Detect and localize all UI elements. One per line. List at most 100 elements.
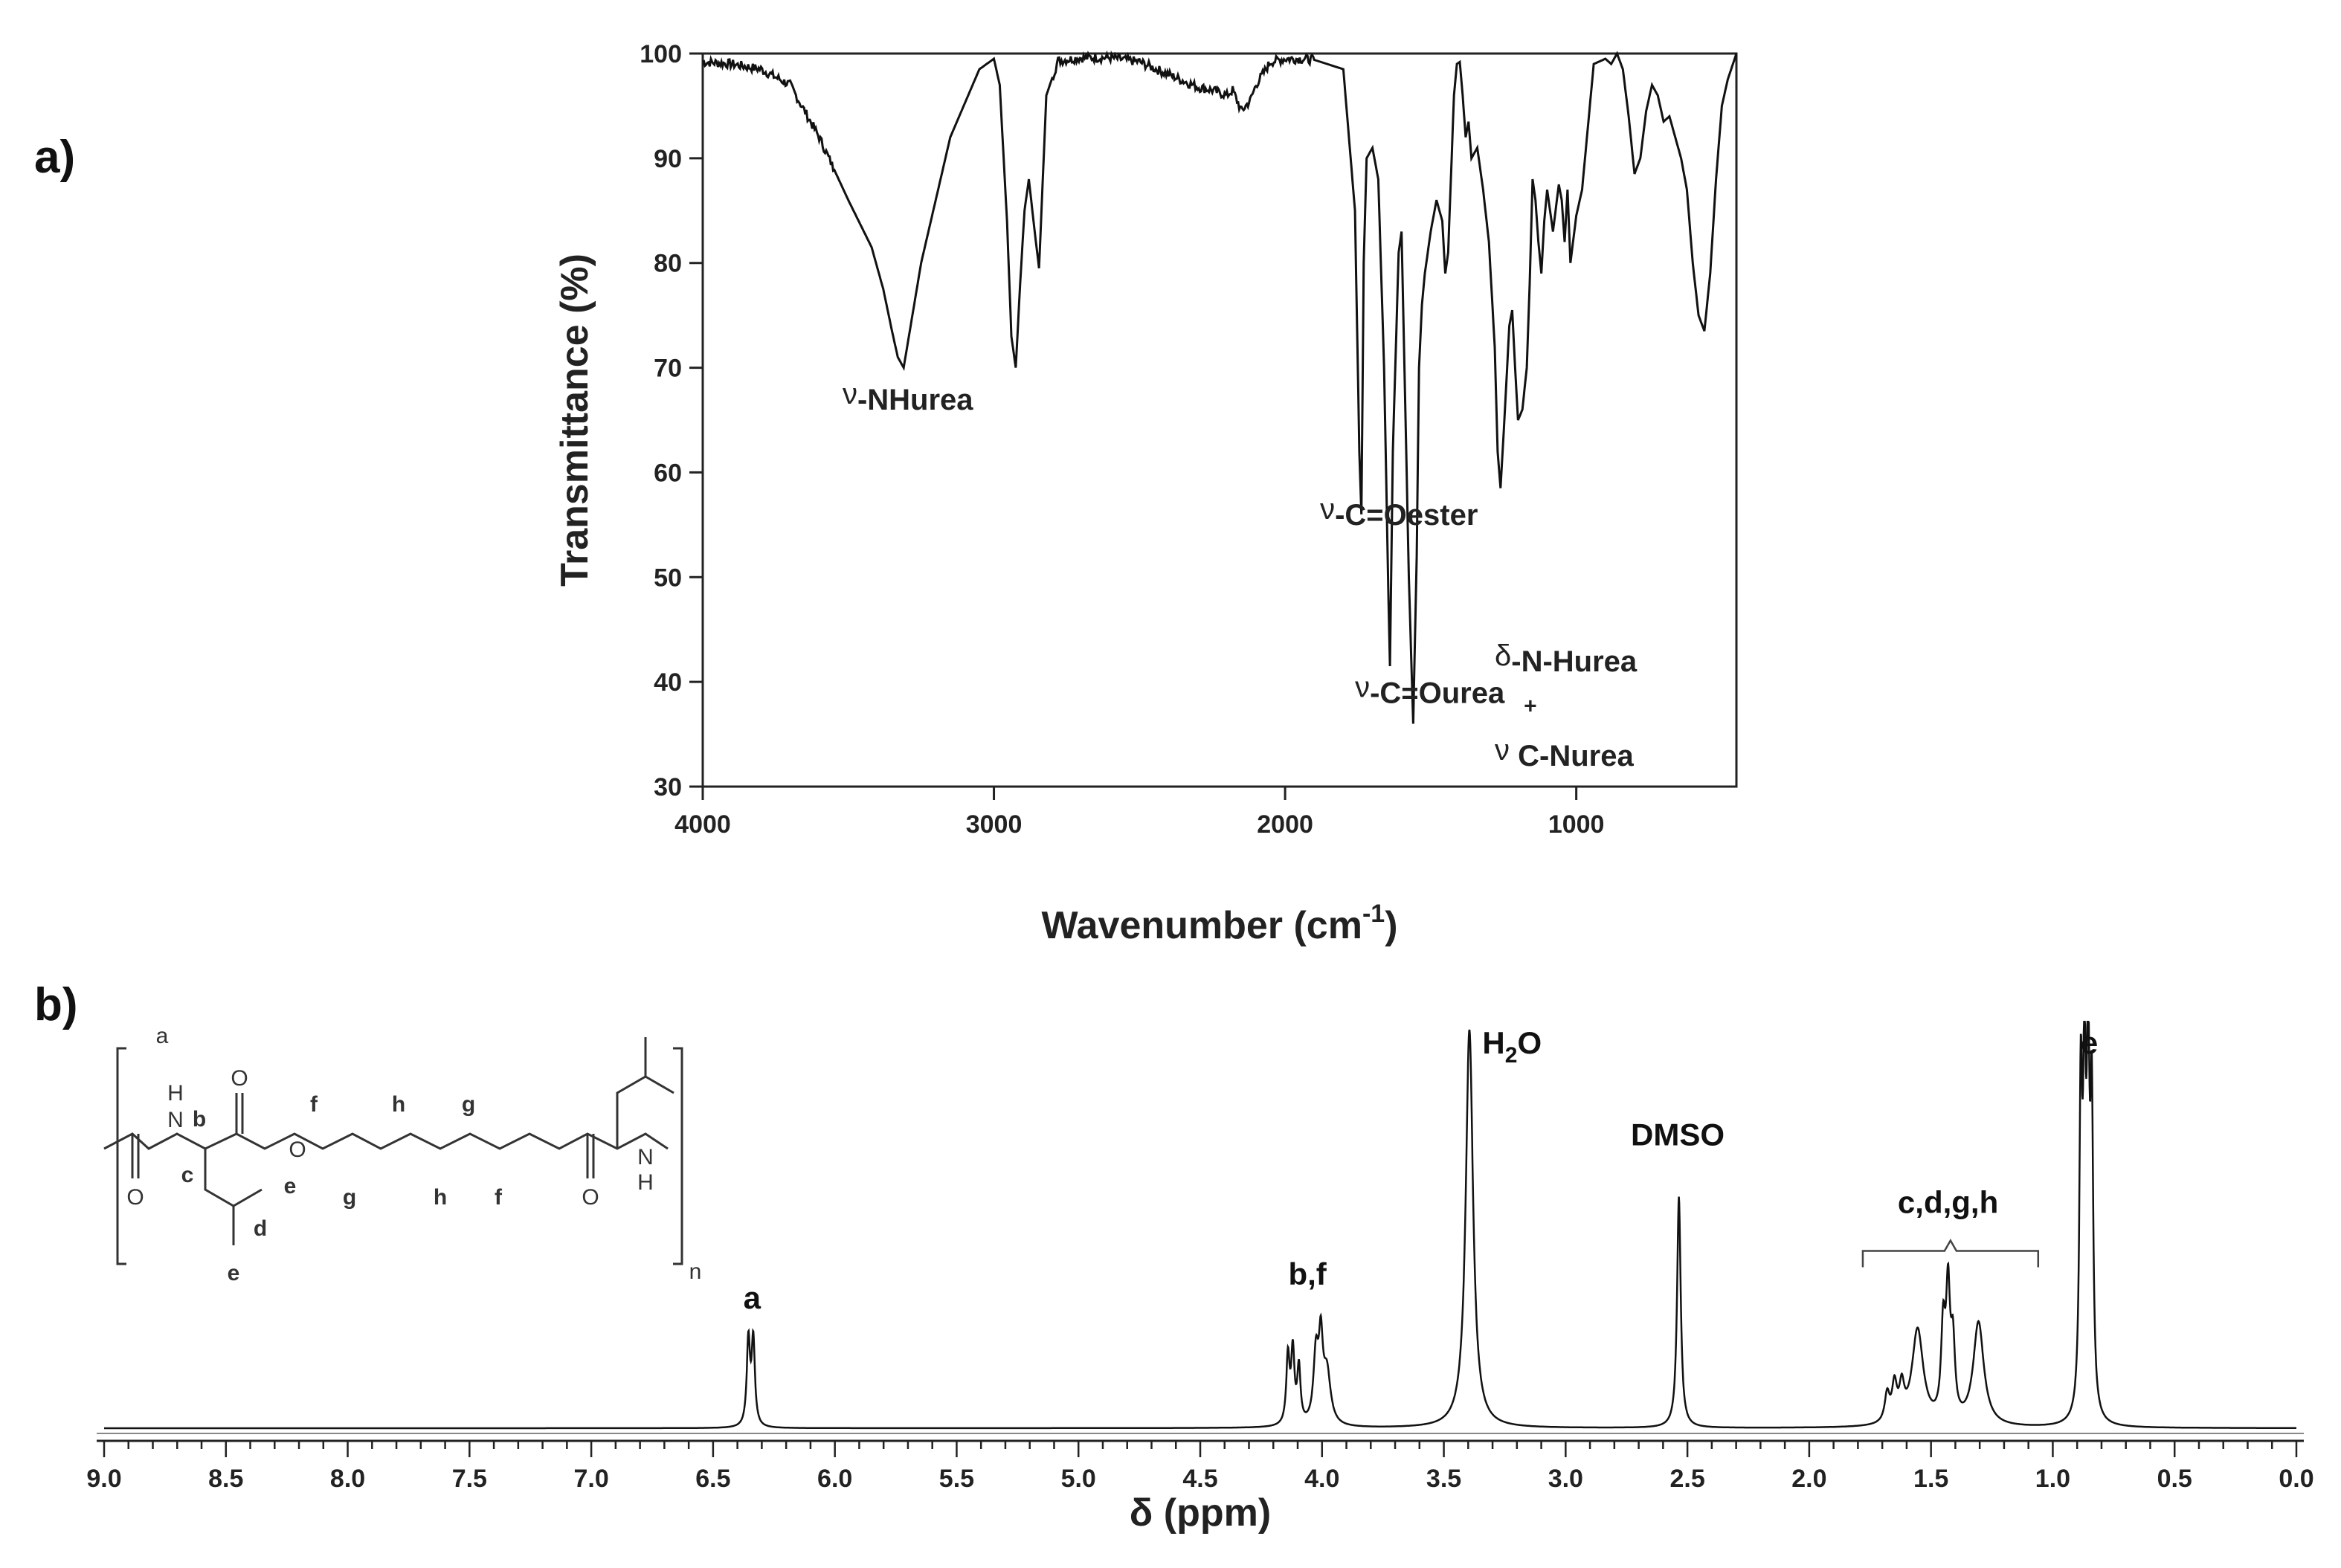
nmr-x-tick-label: 1.5 — [1913, 1465, 1948, 1493]
nmr-x-ticks: 9.0 8.5 8.0 7.5 7.0 6.5 6.0 5.5 5.0 4.5 4.0 3.5 3.0 2… — [86, 1441, 2314, 1493]
structure-atom-label: g — [343, 1185, 356, 1210]
ir-band-text: + — [1524, 694, 1537, 718]
polymer-repeat-unit-structure — [103, 1037, 683, 1265]
nmr-x-tick-label: 8.5 — [208, 1465, 243, 1493]
ir-x-ticks: 4000 3000 2000 1000 — [674, 787, 1604, 839]
ir-y-tick-label: 100 — [640, 40, 682, 68]
nmr-x-tick-label: 2.5 — [1669, 1465, 1704, 1493]
ir-band-annotation: δ-N-Hurea — [1495, 639, 1638, 678]
ir-band-annotation: ν C-Nurea — [1495, 734, 1634, 772]
ir-band-text: C-Nurea — [1510, 740, 1634, 772]
ir-y-ticks: 30 40 50 60 70 80 90 100 — [640, 40, 703, 801]
ir-y-tick-label: 90 — [654, 145, 682, 173]
ir-band-annotation: ν-C=Ourea — [1355, 671, 1505, 709]
ir-x-axis-title: Wavenumber (cm-1) — [1041, 900, 1397, 947]
nmr-x-axis-title: δ (ppm) — [1130, 1491, 1271, 1535]
ir-band-annotation: ν-C=Oester — [1320, 493, 1478, 532]
ir-band-symbol: ν — [1320, 493, 1335, 526]
ir-spectrum-line — [702, 50, 1738, 724]
ir-x-axis-title-close: ) — [1385, 904, 1397, 947]
ir-band-annotation: ν-NHurea — [843, 378, 973, 416]
ir-band-text: -NHurea — [857, 384, 973, 416]
ir-y-tick-label: 80 — [654, 250, 682, 278]
nmr-x-tick-label: 7.5 — [452, 1465, 487, 1493]
nmr-peak-label: b,f — [1288, 1256, 1327, 1291]
ir-x-tick-label: 2000 — [1257, 810, 1313, 839]
structure-atom-label: d — [254, 1216, 267, 1241]
ir-x-tick-label: 4000 — [674, 810, 731, 839]
nmr-x-tick-label: 5.0 — [1061, 1465, 1096, 1493]
nmr-peak-label: DMSO — [1631, 1117, 1725, 1152]
nmr-x-tick-label: 8.0 — [330, 1465, 365, 1493]
structure-atom-label: O — [231, 1066, 248, 1091]
structure-atom-label: e — [228, 1261, 240, 1285]
ir-band-symbol: ν — [1495, 734, 1510, 767]
ir-plot-frame — [701, 52, 1738, 788]
ir-x-axis-title-sup: -1 — [1362, 900, 1385, 928]
nmr-bracket — [1861, 1238, 2040, 1268]
nmr-x-tick-label: 4.0 — [1304, 1465, 1339, 1493]
nmr-peak-label-part: 2 — [1505, 1043, 1518, 1068]
nmr-peak-label-part: O — [1517, 1025, 1542, 1060]
structure-atom-label: e — [284, 1174, 297, 1198]
ir-band-text: -C=Ourea — [1370, 677, 1505, 709]
structure-atom-label: h — [434, 1185, 447, 1210]
nmr-peak-label-water: H2O — [1482, 1025, 1542, 1068]
ir-y-tick-label: 70 — [654, 355, 682, 383]
ir-y-tick-label: 40 — [654, 668, 682, 697]
nmr-peak-label: a — [744, 1280, 761, 1315]
nmr-x-tick-label: 6.0 — [817, 1465, 852, 1493]
nmr-x-tick-label: 4.5 — [1182, 1465, 1217, 1493]
nmr-spectrum-chart: 9.0 8.5 8.0 7.5 7.0 6.5 6.0 5.5 5.0 4.5 4.0 3.5 3.0 2… — [86, 1021, 2314, 1535]
nmr-peak-label: e — [2081, 1025, 2098, 1060]
nmr-x-tick-label: 5.5 — [939, 1465, 974, 1493]
ir-y-tick-label: 50 — [654, 564, 682, 592]
structure-atom-label: H — [167, 1081, 184, 1106]
ir-band-symbol: ν — [1355, 671, 1370, 703]
ir-x-axis-title-main: Wavenumber (cm — [1041, 904, 1362, 947]
nmr-peak-label-part: H — [1482, 1025, 1504, 1060]
ir-x-tick-label: 1000 — [1548, 810, 1605, 839]
nmr-x-tick-label: 9.0 — [86, 1465, 121, 1493]
nmr-x-tick-label: 3.5 — [1426, 1465, 1461, 1493]
nmr-x-tick-label: 0.5 — [2157, 1465, 2192, 1493]
structure-atom-label: f — [495, 1185, 503, 1210]
nmr-x-tick-label: 6.5 — [695, 1465, 730, 1493]
ir-band-symbol: δ — [1495, 639, 1511, 672]
nmr-peak-label: c,d,g,h — [1898, 1185, 1998, 1220]
nmr-x-tick-label: 7.0 — [573, 1465, 608, 1493]
structure-atom-label: O — [289, 1138, 306, 1162]
structure-atom-label: n — [689, 1259, 702, 1284]
nmr-x-tick-label: 3.0 — [1548, 1465, 1583, 1493]
ir-x-tick-label: 3000 — [966, 810, 1023, 839]
ir-band-symbol: ν — [843, 378, 857, 410]
structure-atom-label: a — [156, 1024, 169, 1048]
ir-y-tick-label: 60 — [654, 459, 682, 487]
nmr-x-tick-label: 0.0 — [2279, 1465, 2313, 1493]
nmr-peak-labels: a b,f H2O DMSO c,d,g,h e — [744, 1025, 2099, 1315]
nmr-x-tick-label: 2.0 — [1791, 1465, 1826, 1493]
ir-band-annotation: + — [1524, 694, 1537, 718]
polymer-structure-labels: a b c de e f g h h g f n H H O O O O N N — [126, 1024, 701, 1285]
structure-atom-label: h — [392, 1092, 405, 1117]
ir-y-axis-title: Transmittance (%) — [553, 254, 596, 587]
structure-atom-label: O — [582, 1185, 599, 1210]
nmr-spectrum-line — [104, 1021, 2296, 1430]
structure-atom-label: g — [462, 1092, 475, 1117]
nmr-x-tick-label: 1.0 — [2035, 1465, 2070, 1493]
structure-atom-label: c — [181, 1163, 194, 1187]
structure-atom-label: H — [637, 1170, 654, 1195]
ir-band-text: -N-Hurea — [1511, 645, 1638, 678]
ir-y-tick-label: 30 — [654, 773, 682, 801]
panel-a-letter: a) — [34, 132, 75, 183]
ir-band-text: -C=Oester — [1335, 499, 1478, 532]
structure-atom-label: O — [126, 1185, 144, 1210]
structure-atom-label: N — [637, 1145, 654, 1169]
structure-atom-label: f — [310, 1092, 318, 1117]
structure-atom-label: N — [167, 1108, 184, 1132]
panel-b-letter: b) — [34, 979, 78, 1030]
structure-atom-label: b — [193, 1107, 206, 1132]
